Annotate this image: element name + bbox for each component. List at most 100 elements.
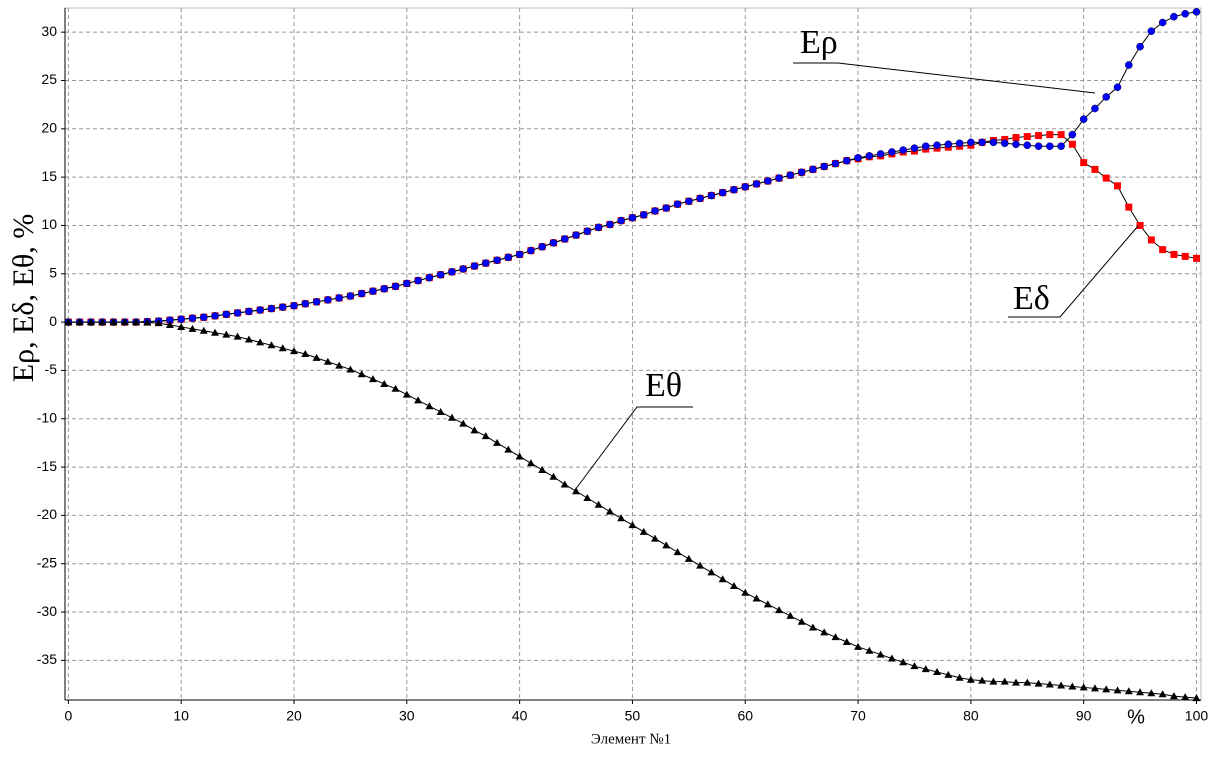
marker xyxy=(842,638,851,646)
marker xyxy=(1147,27,1156,35)
marker xyxy=(606,220,614,229)
marker xyxy=(493,438,502,446)
marker xyxy=(1091,165,1099,173)
marker xyxy=(1158,18,1167,27)
marker xyxy=(549,239,558,247)
marker xyxy=(1034,142,1043,151)
x-tick-label: 50 xyxy=(625,708,641,724)
marker xyxy=(910,662,919,670)
marker xyxy=(1090,684,1099,692)
marker xyxy=(617,514,626,522)
marker xyxy=(752,594,761,602)
y-tick-label: -30 xyxy=(37,603,57,619)
marker xyxy=(673,200,682,208)
marker xyxy=(290,347,299,355)
marker xyxy=(831,633,840,641)
marker xyxy=(1158,690,1167,698)
y-tick-label: 25 xyxy=(41,71,57,87)
marker xyxy=(425,402,434,410)
marker xyxy=(177,315,185,324)
marker xyxy=(481,259,490,267)
marker xyxy=(583,494,592,502)
marker xyxy=(1079,115,1088,123)
marker xyxy=(278,344,287,352)
marker xyxy=(448,268,456,276)
marker xyxy=(369,287,377,295)
y-tick-label: -20 xyxy=(37,506,57,522)
marker xyxy=(775,174,783,182)
marker xyxy=(188,324,197,332)
marker xyxy=(650,534,659,542)
marker xyxy=(978,676,987,684)
marker xyxy=(786,171,795,180)
marker xyxy=(605,507,614,515)
plot xyxy=(64,8,1201,702)
marker xyxy=(233,332,242,340)
x-tick-label: 0 xyxy=(64,708,72,724)
marker xyxy=(1113,83,1122,92)
marker xyxy=(876,650,885,658)
marker xyxy=(707,568,716,576)
marker xyxy=(1079,683,1088,691)
marker xyxy=(1034,679,1043,687)
marker xyxy=(651,207,659,215)
x-axis-label: Элемент №1 xyxy=(591,731,671,747)
marker xyxy=(1136,688,1145,696)
marker xyxy=(741,588,750,596)
y-tick-label: -35 xyxy=(37,651,57,667)
marker xyxy=(775,606,784,614)
marker xyxy=(391,282,400,291)
marker xyxy=(594,223,603,232)
marker xyxy=(324,296,332,304)
marker xyxy=(718,575,727,583)
marker xyxy=(154,319,163,327)
marker xyxy=(1080,159,1088,167)
marker xyxy=(921,142,930,151)
marker xyxy=(402,390,411,398)
marker xyxy=(1169,692,1178,700)
marker xyxy=(1035,132,1043,140)
y-tick-label: -10 xyxy=(37,409,57,425)
marker xyxy=(572,231,580,239)
marker xyxy=(989,138,998,147)
marker xyxy=(425,273,434,282)
marker xyxy=(1068,682,1077,690)
marker xyxy=(211,312,219,320)
marker xyxy=(301,299,310,308)
marker xyxy=(549,472,558,480)
marker xyxy=(1011,678,1020,686)
marker xyxy=(1136,42,1144,51)
marker xyxy=(335,361,344,369)
marker xyxy=(1057,131,1065,139)
marker xyxy=(1012,134,1020,142)
marker xyxy=(346,365,355,373)
marker xyxy=(256,306,264,314)
marker xyxy=(696,194,704,203)
marker xyxy=(1057,142,1065,151)
marker xyxy=(233,309,242,317)
marker xyxy=(763,600,772,608)
marker xyxy=(199,326,208,334)
marker xyxy=(1114,182,1122,190)
marker xyxy=(504,445,513,453)
marker xyxy=(729,581,738,589)
marker xyxy=(1102,685,1111,693)
marker xyxy=(1000,677,1009,685)
marker xyxy=(1170,12,1178,21)
marker xyxy=(809,165,817,174)
marker xyxy=(1102,93,1111,101)
marker xyxy=(515,250,524,259)
marker xyxy=(278,303,287,311)
x-tick-label: 90 xyxy=(1076,708,1092,724)
marker xyxy=(989,677,998,685)
y-tick-label: 15 xyxy=(41,168,57,184)
marker xyxy=(1091,104,1099,113)
marker xyxy=(290,301,298,310)
marker xyxy=(380,379,389,387)
grid xyxy=(65,8,1201,700)
leader-line xyxy=(574,406,693,491)
marker xyxy=(244,335,253,343)
marker xyxy=(470,262,479,270)
marker xyxy=(64,318,73,326)
marker xyxy=(808,623,817,631)
